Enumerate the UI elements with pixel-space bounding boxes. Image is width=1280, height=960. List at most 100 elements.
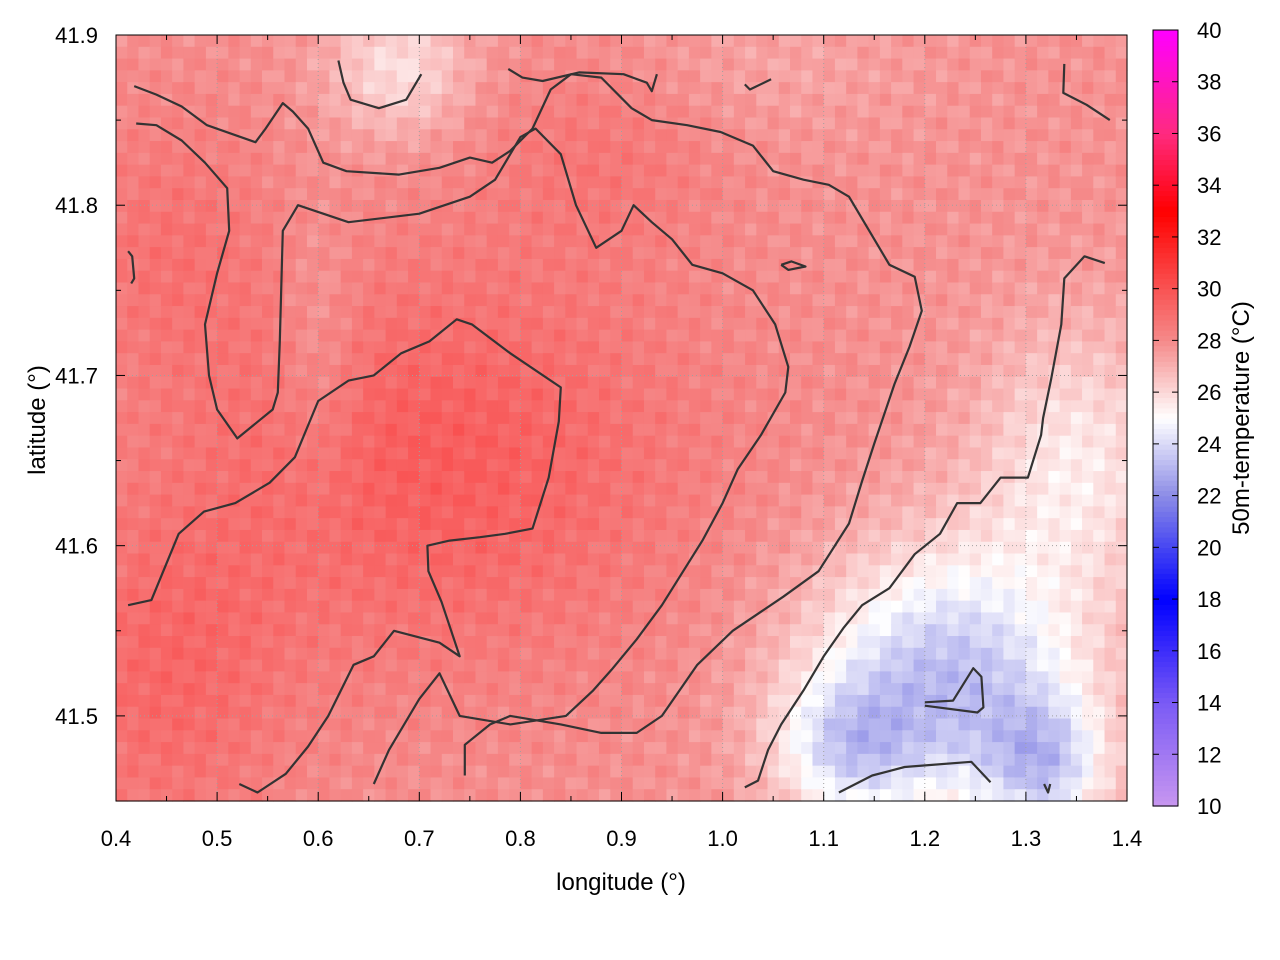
heatmap-cell	[160, 388, 173, 401]
heatmap-cell	[351, 494, 364, 507]
heatmap-cell	[329, 46, 342, 60]
heatmap-cell	[239, 541, 252, 555]
heatmap-cell	[250, 647, 263, 661]
heatmap-cell	[655, 46, 668, 60]
heatmap-cell	[846, 223, 858, 236]
heatmap-cell	[306, 494, 319, 507]
heatmap-cell	[183, 188, 196, 201]
heatmap-cell	[722, 471, 735, 484]
heatmap-cell	[823, 471, 836, 484]
heatmap-cell	[127, 152, 140, 166]
heatmap-cell	[846, 176, 858, 189]
heatmap-cell	[677, 577, 690, 590]
heatmap-cell	[363, 612, 375, 625]
heatmap-cell	[497, 683, 510, 696]
heatmap-cell	[587, 588, 600, 602]
heatmap-cell	[497, 223, 510, 236]
heatmap-cell	[790, 258, 802, 272]
heatmap-cell	[239, 258, 252, 272]
heatmap-cell	[228, 117, 241, 130]
heatmap-cell	[273, 683, 286, 696]
heatmap-cell	[745, 93, 757, 107]
heatmap-cell	[599, 376, 611, 390]
heatmap-cell	[239, 624, 252, 637]
heatmap-cell	[767, 706, 780, 720]
heatmap-cell	[576, 518, 589, 531]
heatmap-cell	[228, 247, 241, 260]
heatmap-cell	[217, 471, 229, 484]
heatmap-cell	[217, 753, 229, 767]
heatmap-cell	[891, 247, 903, 260]
heatmap-cell	[745, 329, 757, 342]
heatmap-cell	[610, 58, 623, 71]
heatmap-cell	[374, 612, 387, 625]
heatmap-cell	[733, 35, 746, 48]
heatmap-cell	[733, 777, 746, 790]
heatmap-cell	[610, 211, 623, 225]
heatmap-cell	[239, 341, 252, 354]
heatmap-cell	[475, 329, 488, 342]
heatmap-cell	[756, 235, 769, 248]
heatmap-cell	[408, 765, 420, 779]
heatmap-cell	[520, 459, 533, 472]
heatmap-cell	[924, 176, 937, 189]
heatmap-cell	[329, 235, 342, 248]
heatmap-cell	[632, 423, 645, 437]
heatmap-cell	[733, 518, 746, 531]
heatmap-cell	[767, 541, 780, 555]
heatmap-cell	[149, 765, 162, 779]
heatmap-cell	[655, 93, 668, 107]
heatmap-cell	[969, 694, 982, 708]
heatmap-cell	[913, 306, 926, 319]
heatmap-cell	[969, 294, 982, 307]
heatmap-cell	[969, 388, 982, 401]
heatmap-cell	[430, 105, 443, 119]
heatmap-cell	[374, 600, 387, 614]
heatmap-cell	[958, 518, 971, 531]
heatmap-cell	[273, 306, 286, 319]
heatmap-cell	[138, 211, 151, 225]
heatmap-cell	[497, 152, 510, 166]
heatmap-cell	[295, 671, 308, 684]
heatmap-cell	[767, 105, 780, 119]
heatmap-cell	[273, 459, 286, 472]
heatmap-cell	[722, 188, 735, 201]
heatmap-cell	[801, 671, 814, 684]
heatmap-cell	[632, 70, 645, 83]
heatmap-cell	[374, 176, 387, 189]
heatmap-cell	[497, 58, 510, 71]
heatmap-cell	[790, 188, 802, 201]
heatmap-cell	[419, 494, 432, 507]
heatmap-cell	[295, 565, 308, 578]
heatmap-cell	[295, 258, 308, 272]
heatmap-cell	[924, 529, 937, 543]
heatmap-cell	[576, 529, 589, 543]
heatmap-cell	[542, 129, 555, 142]
heatmap-cell	[306, 624, 319, 637]
heatmap-cell	[194, 600, 207, 614]
heatmap-cell	[913, 459, 926, 472]
heatmap-cell	[790, 447, 802, 460]
heatmap-cell	[677, 141, 690, 154]
heatmap-cell	[262, 46, 274, 60]
heatmap-cell	[531, 706, 544, 720]
heatmap-cell	[217, 164, 229, 178]
heatmap-cell	[857, 46, 870, 60]
heatmap-cell	[756, 412, 769, 425]
heatmap-cell	[891, 765, 903, 779]
heatmap-cell	[520, 258, 533, 272]
heatmap-cell	[340, 541, 353, 555]
heatmap-cell	[250, 141, 263, 154]
heatmap-cell	[318, 506, 331, 519]
heatmap-cell	[745, 141, 757, 154]
heatmap-cell	[497, 730, 510, 743]
heatmap-cell	[868, 117, 881, 130]
heatmap-cell	[262, 541, 274, 555]
heatmap-cell	[138, 683, 151, 696]
heatmap-cell	[295, 706, 308, 720]
heatmap-cell	[655, 412, 668, 425]
heatmap-cell	[733, 541, 746, 555]
heatmap-cell	[812, 518, 825, 531]
heatmap-cell	[722, 35, 735, 48]
heatmap-cell	[756, 294, 769, 307]
